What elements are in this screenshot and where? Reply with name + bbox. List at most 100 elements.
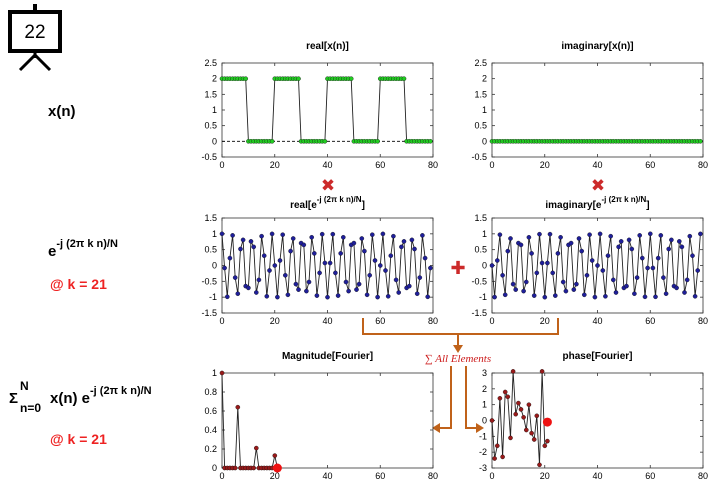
data-point: [510, 369, 516, 374]
x-tick-label: 20: [540, 471, 550, 481]
x-tick-label: 80: [698, 471, 708, 481]
data-point: [698, 231, 703, 237]
data-point: [516, 400, 521, 406]
x-tick-label: 0: [489, 471, 494, 481]
data-point: [663, 291, 669, 297]
data-point: [319, 231, 325, 237]
kernel-label: e-j (2π k n)/N: [48, 238, 118, 260]
x-tick-label: 40: [592, 471, 602, 481]
data-point: [409, 237, 415, 243]
data-point: [343, 279, 349, 285]
data-point: [272, 453, 278, 458]
data-point: [322, 138, 328, 144]
data-point: [280, 232, 286, 237]
data-point: [505, 394, 511, 400]
data-point: [322, 260, 328, 266]
data-point: [248, 239, 254, 244]
data-point: [293, 281, 299, 287]
data-point: [494, 258, 500, 263]
chart-title: real[e-j (2π k n)/N]: [290, 195, 365, 211]
data-point: [377, 263, 383, 268]
y-tick-label: 0.4: [204, 425, 217, 435]
data-point: [497, 232, 503, 237]
chart-title: imaginary[e-j (2π k n)/N]: [545, 195, 649, 211]
y-tick-label: 0.2: [204, 444, 217, 454]
data-point: [259, 233, 264, 239]
x-tick-label: 40: [592, 316, 602, 326]
y-tick-label: -1.5: [201, 308, 217, 318]
data-point: [356, 281, 362, 287]
x-tick-label: 60: [375, 316, 385, 326]
data-point: [518, 242, 524, 248]
data-point: [367, 272, 373, 278]
sum-arrows: [362, 318, 559, 429]
chart-title: real[x(n)]: [306, 41, 349, 52]
data-point: [406, 283, 412, 289]
data-point: [502, 292, 508, 298]
data-point: [531, 293, 537, 298]
y-tick-label: -2: [479, 447, 487, 457]
data-point: [364, 292, 370, 298]
x-tick-label: 0: [219, 160, 224, 170]
x-tick-label: 80: [428, 160, 438, 170]
data-point: [282, 272, 288, 278]
data-point: [412, 246, 417, 252]
data-point: [611, 277, 616, 283]
data-point: [563, 288, 569, 294]
data-point: [330, 231, 336, 237]
data-point: [579, 248, 585, 254]
kernel-label-exponent: -j (2π k n)/N: [56, 238, 118, 250]
data-point: [494, 443, 500, 449]
data-point: [314, 293, 320, 298]
y-tick-label: 1.5: [474, 213, 487, 223]
data-point: [301, 242, 307, 248]
data-point: [618, 239, 624, 244]
data-point: [346, 288, 351, 294]
data-point: [304, 288, 309, 294]
x-tick-label: 40: [322, 471, 332, 481]
y-tick-label: 2: [212, 74, 217, 84]
slide-number: 22: [24, 22, 45, 43]
data-point: [272, 263, 278, 268]
data-point: [632, 291, 637, 297]
data-point: [555, 251, 561, 256]
presentation-board-icon: 22: [8, 4, 62, 72]
data-point: [574, 281, 579, 287]
data-point: [396, 290, 402, 295]
y-tick-label: 0.5: [474, 245, 487, 255]
data-point: [275, 294, 280, 300]
data-point: [640, 255, 645, 261]
x-tick-label: 60: [645, 316, 655, 326]
data-point: [539, 369, 545, 374]
data-point: [269, 231, 275, 237]
x-tick-label: 40: [322, 160, 332, 170]
y-tick-label: -0.5: [471, 276, 487, 286]
data-point: [391, 233, 396, 239]
data-point: [230, 233, 235, 238]
y-tick-label: 0.5: [204, 245, 217, 255]
data-point: [677, 239, 682, 244]
data-point: [288, 248, 293, 254]
data-point: [605, 253, 611, 258]
axes-frame: [221, 372, 434, 469]
y-tick-label: 0.5: [474, 121, 487, 131]
data-point: [306, 279, 312, 285]
data-point: [597, 231, 603, 237]
data-point: [603, 293, 608, 299]
data-point: [428, 138, 433, 144]
data-point: [513, 287, 519, 292]
chart-imag_x: imaginary[x(n)]0 20 40 60 80-0.500.511.522.5: [471, 41, 708, 170]
y-tick-label: 1.5: [204, 89, 217, 99]
chart-title-exponent: -j (2π k n)/N: [317, 195, 362, 204]
data-point: [582, 292, 587, 298]
x-tick-label: 80: [698, 160, 708, 170]
data-point: [417, 275, 423, 280]
data-point: [629, 246, 635, 252]
chart-title-main: real[e: [290, 200, 317, 211]
y-tick-label: -1: [209, 292, 217, 302]
chart-title-end: ]: [362, 200, 365, 211]
add-icon: ✚: [450, 258, 465, 278]
data-point: [655, 255, 661, 261]
y-tick-label: 1: [482, 229, 487, 239]
